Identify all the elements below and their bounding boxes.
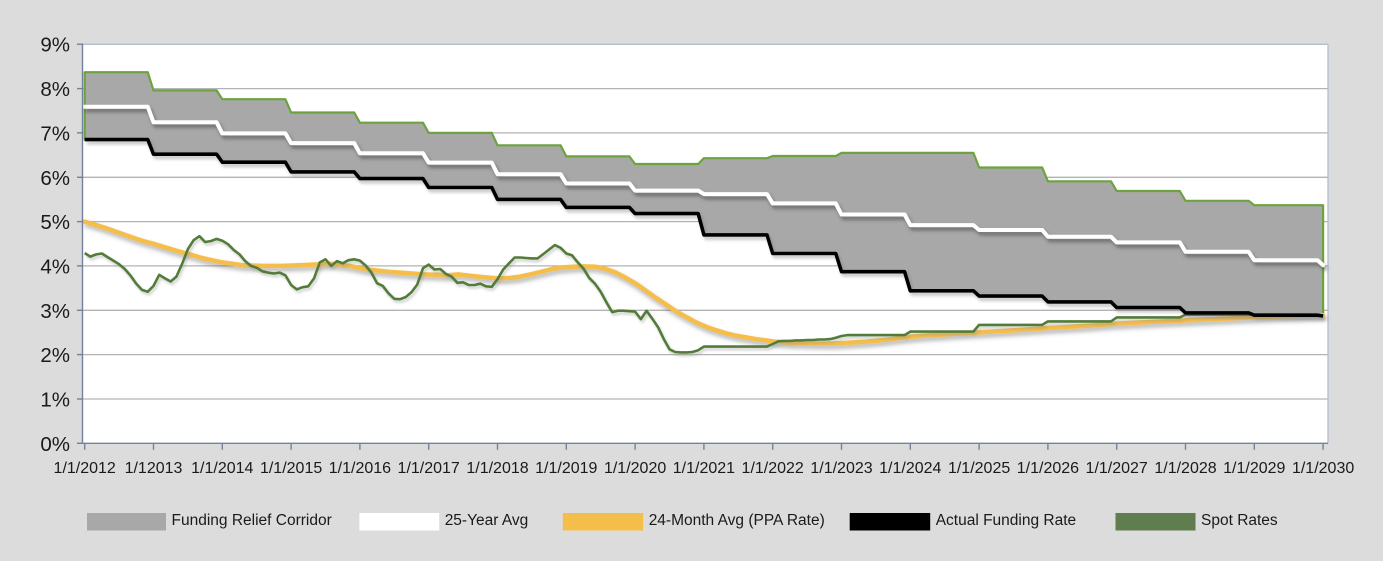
- svg-text:1/1/2018: 1/1/2018: [466, 460, 528, 477]
- svg-text:1/1/2023: 1/1/2023: [810, 460, 872, 477]
- svg-text:1/1/2014: 1/1/2014: [191, 460, 253, 477]
- svg-text:Funding Relief Corridor: Funding Relief Corridor: [172, 512, 332, 529]
- svg-text:1/1/2024: 1/1/2024: [879, 460, 941, 477]
- svg-text:6%: 6%: [40, 167, 70, 190]
- svg-text:1/1/2029: 1/1/2029: [1223, 460, 1285, 477]
- svg-text:4%: 4%: [40, 255, 70, 278]
- svg-text:1/1/2026: 1/1/2026: [1017, 460, 1079, 477]
- svg-text:8%: 8%: [40, 78, 70, 101]
- svg-text:5%: 5%: [40, 211, 70, 234]
- svg-text:1/1/2021: 1/1/2021: [673, 460, 735, 477]
- svg-text:1/1/2019: 1/1/2019: [535, 460, 597, 477]
- svg-text:1/1/2015: 1/1/2015: [260, 460, 322, 477]
- svg-text:2%: 2%: [40, 344, 70, 367]
- svg-text:9%: 9%: [40, 34, 70, 57]
- svg-text:1/1/2027: 1/1/2027: [1086, 460, 1148, 477]
- svg-text:24-Month Avg (PPA Rate): 24-Month Avg (PPA Rate): [649, 512, 825, 529]
- svg-text:1/1/2030: 1/1/2030: [1292, 460, 1354, 477]
- svg-text:1/1/2016: 1/1/2016: [329, 460, 391, 477]
- svg-text:1/1/2020: 1/1/2020: [604, 460, 666, 477]
- svg-text:Actual Funding Rate: Actual Funding Rate: [936, 512, 1076, 529]
- svg-text:1/1/2012: 1/1/2012: [54, 460, 116, 477]
- svg-text:1/1/2025: 1/1/2025: [948, 460, 1010, 477]
- svg-text:1/1/2028: 1/1/2028: [1154, 460, 1216, 477]
- svg-text:1/1/2022: 1/1/2022: [742, 460, 804, 477]
- svg-text:Spot Rates: Spot Rates: [1201, 512, 1278, 529]
- svg-text:1%: 1%: [40, 389, 70, 412]
- svg-text:1/12013: 1/12013: [125, 460, 183, 477]
- svg-text:0%: 0%: [40, 433, 70, 456]
- svg-text:7%: 7%: [40, 122, 70, 145]
- svg-text:1/1/2017: 1/1/2017: [398, 460, 460, 477]
- svg-text:3%: 3%: [40, 300, 70, 323]
- svg-text:25-Year Avg: 25-Year Avg: [445, 512, 529, 529]
